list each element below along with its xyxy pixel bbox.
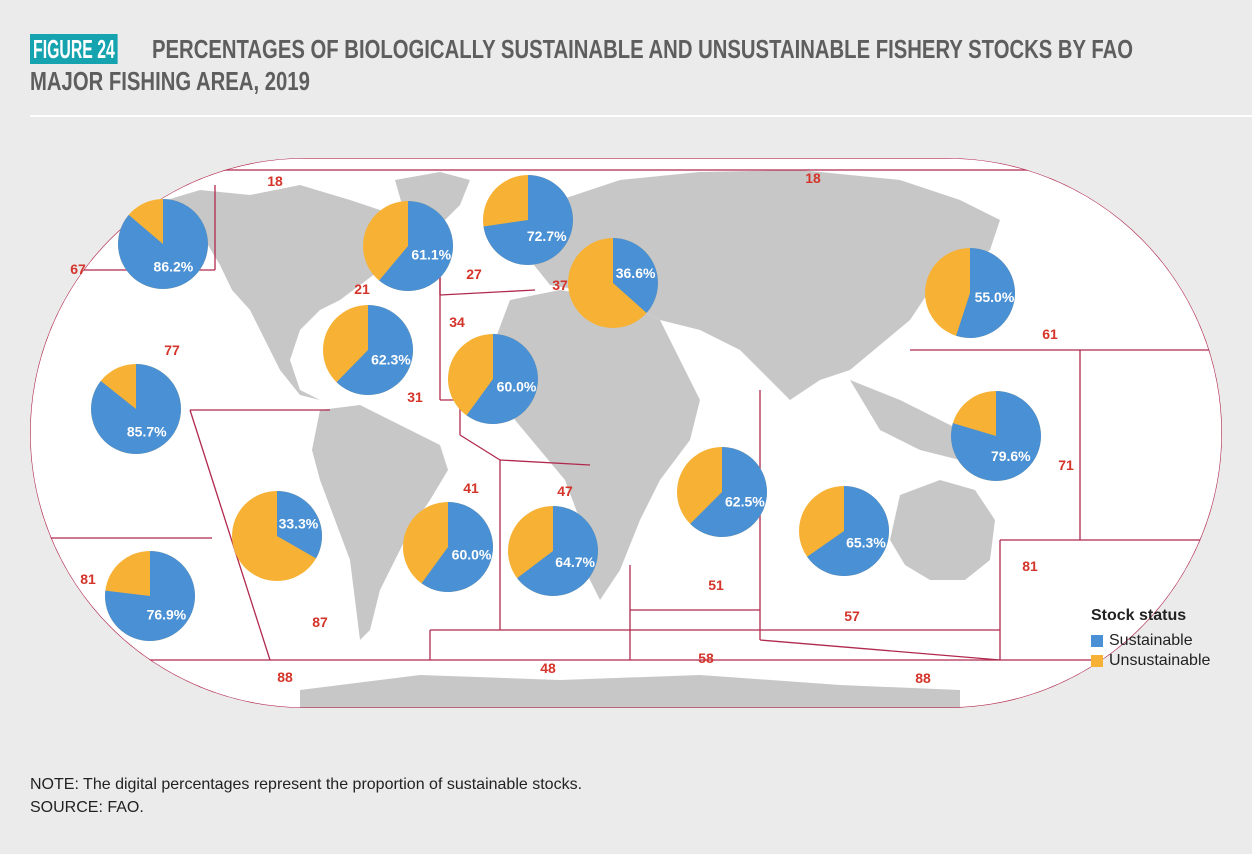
pie-slice-sustainable — [336, 305, 413, 395]
figure-title-line-2: MAJOR FISHING AREA, 2019 — [30, 66, 310, 96]
pie-slice-sustainable — [105, 551, 195, 642]
pie-slice-sustainable — [690, 447, 767, 537]
pie-value-label: 62.3% — [371, 351, 411, 367]
pie-area-47: 64.7% — [508, 506, 598, 596]
pie-area-77: 85.7% — [91, 364, 181, 454]
pie-area-31: 62.3% — [323, 305, 413, 395]
pie-charts: 86.2% 61.1% 72.7% 36.6% 55.0% 62.3% 60.0% 85.7%… — [91, 175, 1042, 642]
pie-slice-sustainable — [379, 201, 453, 291]
area-label-41: 41 — [463, 480, 479, 496]
pie-value-label: 62.5% — [725, 493, 765, 509]
figure-title-line-1: PERCENTAGES OF BIOLOGICALLY SUSTAINABLE … — [152, 34, 1134, 64]
area-label-37: 37 — [552, 277, 568, 293]
area-label-34: 34 — [449, 314, 465, 330]
area-label-48: 48 — [540, 660, 556, 676]
pie-value-label: 36.6% — [616, 265, 656, 281]
area-label-47: 47 — [557, 483, 573, 499]
pie-value-label: 79.6% — [991, 448, 1031, 464]
area-label-18: 18 — [805, 170, 821, 186]
footnote: NOTE: The digital percentages represent … — [30, 776, 583, 793]
area-label-31: 31 — [407, 389, 423, 405]
pie-slice-sustainable — [807, 486, 889, 576]
pie-area-41: 60.0% — [403, 502, 493, 592]
area-label-61: 61 — [1042, 326, 1058, 342]
area-label-88: 88 — [915, 670, 931, 686]
area-label-51: 51 — [708, 577, 724, 593]
legend-swatch-unsustainable — [1091, 655, 1103, 667]
pie-value-label: 60.0% — [452, 547, 492, 563]
europe-asia-landmass — [520, 170, 1000, 400]
world-map: 18 18 67 21 27 37 34 77 31 61 71 41 47 51 81 87 57 81 88 48… — [30, 158, 1222, 708]
pie-slice-sustainable — [118, 199, 208, 289]
land-masses — [150, 170, 1000, 708]
pie-slice-sustainable — [91, 364, 181, 454]
legend-label-sustainable: Sustainable — [1109, 632, 1193, 649]
africa-landmass — [495, 290, 700, 600]
pie-value-label: 55.0% — [975, 289, 1015, 305]
area-label-81: 81 — [80, 571, 96, 587]
antarctica-landmass — [300, 675, 960, 708]
header-divider — [30, 115, 1252, 117]
pie-value-label: 33.3% — [279, 516, 319, 532]
legend-swatch-sustainable — [1091, 635, 1103, 647]
figure-label: FIGURE 24 — [30, 34, 118, 64]
area-label-88: 88 — [277, 669, 293, 685]
pie-slice-sustainable — [483, 175, 574, 266]
area-label-71: 71 — [1058, 457, 1074, 473]
pie-area-81: 76.9% — [105, 551, 195, 642]
pie-area-34: 60.0% — [448, 334, 538, 424]
pie-value-label: 60.0% — [497, 379, 537, 395]
south-america-landmass — [312, 405, 448, 640]
area-label-77: 77 — [164, 342, 180, 358]
legend: Stock status Sustainable Unsustainable — [1091, 607, 1210, 671]
pie-slice-sustainable — [613, 238, 658, 313]
pie-slice-sustainable — [517, 506, 598, 596]
pie-area-21: 61.1% — [363, 201, 453, 291]
area-label-87: 87 — [312, 614, 328, 630]
north-america-landmass — [150, 185, 395, 400]
southeast-asia-landmass — [850, 380, 980, 460]
legend-label-unsustainable: Unsustainable — [1109, 652, 1211, 669]
pie-area-57: 65.3% — [799, 486, 889, 576]
pie-slice-sustainable — [466, 334, 538, 424]
pie-area-27: 72.7% — [483, 175, 574, 266]
source-note: SOURCE: FAO. — [30, 799, 144, 816]
area-label-18: 18 — [267, 173, 283, 189]
area-label-21: 21 — [354, 281, 370, 297]
area-label-27: 27 — [466, 266, 482, 282]
pie-slice-sustainable — [951, 391, 1042, 482]
pie-value-label: 76.9% — [147, 607, 187, 623]
pie-area-87: 33.3% — [232, 491, 322, 581]
area-number-labels: 18 18 67 21 27 37 34 77 31 61 71 41 47 51 81 87 57 81 88 48… — [70, 170, 1074, 686]
pie-slice-sustainable — [421, 502, 493, 592]
pie-value-label: 61.1% — [411, 246, 451, 262]
pie-value-label: 85.7% — [127, 423, 167, 439]
pie-value-label: 86.2% — [154, 258, 194, 274]
pie-slice-sustainable — [277, 491, 322, 559]
area-label-57: 57 — [844, 608, 860, 624]
area-label-67: 67 — [70, 261, 86, 277]
pie-value-label: 64.7% — [555, 554, 595, 570]
fishing-area-borders — [30, 158, 1222, 708]
legend-title: Stock status — [1091, 607, 1187, 624]
australia-landmass — [890, 480, 995, 580]
legend-item-unsustainable: Unsustainable — [1091, 651, 1210, 671]
legend-item-sustainable: Sustainable — [1091, 631, 1210, 651]
pie-area-37: 36.6% — [568, 238, 658, 328]
area-label-81: 81 — [1022, 558, 1038, 574]
pie-area-51: 62.5% — [677, 447, 767, 537]
pie-area-67: 86.2% — [118, 199, 208, 289]
area-label-58: 58 — [698, 650, 714, 666]
pie-value-label: 65.3% — [846, 534, 886, 550]
pie-slice-sustainable — [956, 248, 1015, 338]
pie-area-61: 55.0% — [925, 248, 1015, 338]
pie-value-label: 72.7% — [527, 228, 567, 244]
pie-area-71: 79.6% — [951, 391, 1042, 482]
